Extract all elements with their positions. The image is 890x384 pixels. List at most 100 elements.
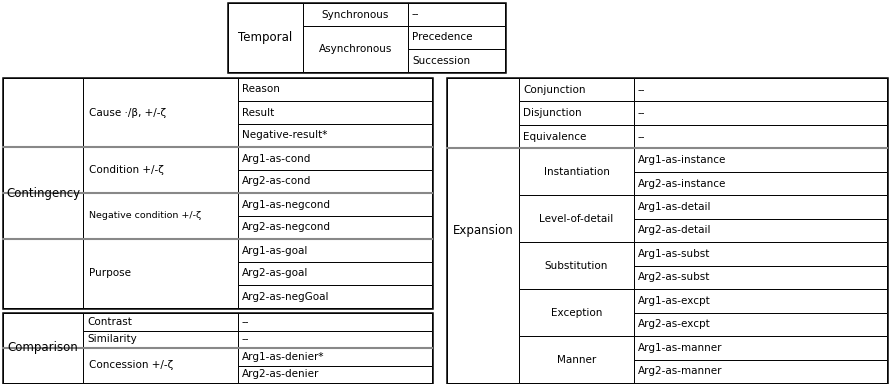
Bar [634,242,887,266]
Bar [238,313,432,331]
Bar [634,313,887,336]
Bar [238,78,432,101]
Text: Arg2-as-negcond: Arg2-as-negcond [242,222,331,232]
Bar [238,216,432,239]
Bar [634,289,887,313]
Text: Concession +/-ζ: Concession +/-ζ [89,361,174,371]
Text: Expansion: Expansion [453,224,514,237]
Bar [634,359,887,383]
Text: Purpose: Purpose [89,268,131,278]
Text: Condition +/-ζ: Condition +/-ζ [89,165,164,175]
Bar [634,266,887,289]
Text: --: -- [412,10,419,20]
Bar [238,348,432,366]
Bar [238,101,432,124]
Bar [228,3,303,72]
Text: Contingency: Contingency [6,187,80,200]
Bar [519,242,634,289]
Bar [408,3,505,26]
Text: --: -- [638,132,645,142]
Text: Arg1-as-cond: Arg1-as-cond [242,154,312,164]
Text: Arg1-as-manner: Arg1-as-manner [638,343,723,353]
Bar [408,49,505,72]
Text: Arg1-as-denier*: Arg1-as-denier* [242,352,325,362]
Text: Arg2-as-denier: Arg2-as-denier [242,369,320,379]
Text: --: -- [242,334,249,344]
Bar [3,78,83,308]
Bar [447,78,519,383]
Text: Arg1-as-detail: Arg1-as-detail [638,202,711,212]
Bar [238,170,432,193]
Bar [634,195,887,219]
Bar [83,78,238,147]
Text: Negative-result*: Negative-result* [242,131,328,141]
Text: Arg2-as-negGoal: Arg2-as-negGoal [242,291,329,301]
Bar [303,3,408,26]
Bar [408,26,505,49]
Bar [634,219,887,242]
Text: Level-of-detail: Level-of-detail [539,214,613,224]
Text: Cause ·/β, +/-ζ: Cause ·/β, +/-ζ [89,108,166,118]
Bar [83,147,238,193]
Bar [447,78,887,383]
Text: Disjunction: Disjunction [523,108,582,118]
Bar [238,193,432,216]
Text: Arg2-as-instance: Arg2-as-instance [638,179,726,189]
Bar [238,239,432,262]
Bar [634,101,887,125]
Bar [519,289,634,336]
Bar [238,262,432,285]
Bar [634,336,887,359]
Bar [519,78,634,101]
Text: Negative condition +/-ζ: Negative condition +/-ζ [89,212,201,220]
Bar [83,313,238,331]
Bar [519,101,634,125]
Text: Temporal: Temporal [239,31,293,44]
Bar [238,285,432,308]
Bar [83,331,238,348]
Bar [238,124,432,147]
Bar [228,3,505,72]
Bar [83,193,238,239]
Text: Equivalence: Equivalence [523,132,587,142]
Bar [238,331,432,348]
Bar [634,125,887,148]
Text: Result: Result [242,108,274,118]
Text: Asynchronous: Asynchronous [319,44,392,54]
Text: Arg1-as-instance: Arg1-as-instance [638,155,726,165]
Text: Exception: Exception [551,308,603,318]
Text: Arg1-as-goal: Arg1-as-goal [242,245,308,255]
Bar [238,366,432,383]
Bar [303,26,408,72]
Text: Precedence: Precedence [412,33,473,43]
Text: --: -- [638,108,645,118]
Bar [83,239,238,308]
Text: --: -- [242,317,249,327]
Text: Arg2-as-goal: Arg2-as-goal [242,268,308,278]
Text: Arg1-as-subst: Arg1-as-subst [638,249,710,259]
Text: Similarity: Similarity [87,334,137,344]
Text: Comparison: Comparison [8,341,78,354]
Text: Arg2-as-manner: Arg2-as-manner [638,366,723,376]
Text: Arg2-as-detail: Arg2-as-detail [638,225,711,235]
Text: Arg1-as-excpt: Arg1-as-excpt [638,296,711,306]
Text: Arg1-as-negcond: Arg1-as-negcond [242,200,331,210]
Bar [634,172,887,195]
Bar [519,148,634,195]
Bar [519,195,634,242]
Bar [634,78,887,101]
Text: Arg2-as-cond: Arg2-as-cond [242,177,312,187]
Text: Manner: Manner [557,354,596,364]
Text: Arg2-as-excpt: Arg2-as-excpt [638,319,711,329]
Bar [238,147,432,170]
Bar [3,313,432,383]
Text: --: -- [638,85,645,95]
Bar [634,148,887,172]
Bar [83,348,238,383]
Text: Succession: Succession [412,56,470,66]
Bar [3,78,432,308]
Bar [3,313,83,383]
Text: Substitution: Substitution [545,261,608,271]
Text: Conjunction: Conjunction [523,85,586,95]
Text: Synchronous: Synchronous [322,10,389,20]
